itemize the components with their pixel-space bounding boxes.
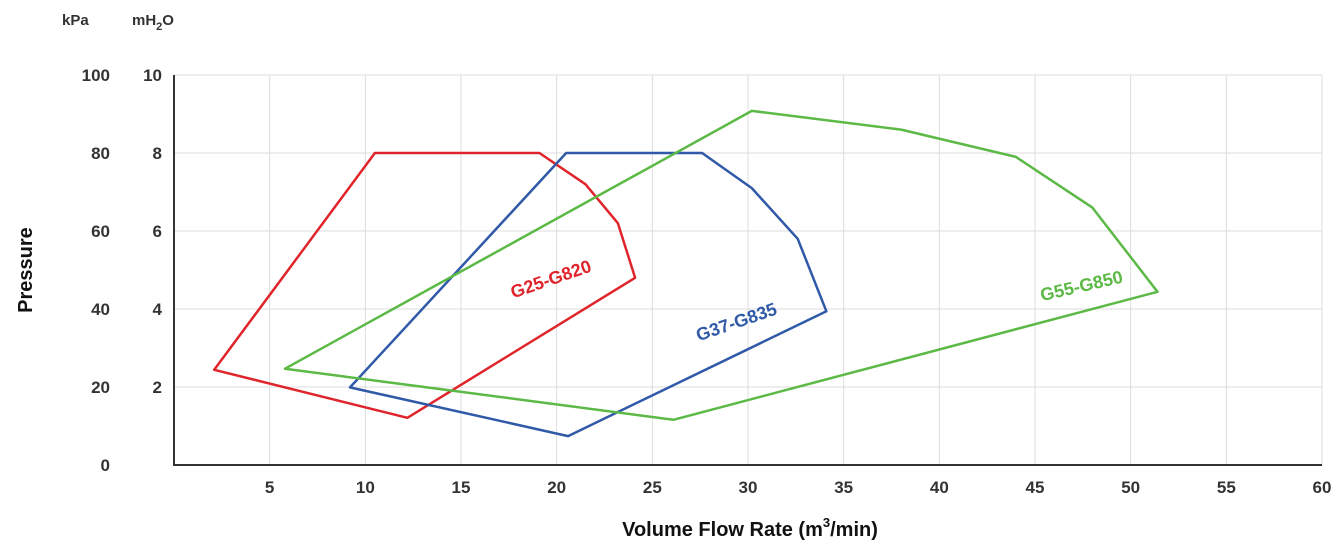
y-tick-label-kpa: 40: [91, 300, 110, 319]
y-tick-label-kpa: 100: [82, 66, 110, 85]
y-tick-label-mh2o: 10: [143, 66, 162, 85]
y-tick-label-kpa: 60: [91, 222, 110, 241]
y-tick-label-mh2o: 4: [153, 300, 163, 319]
y-tick-label-mh2o: 6: [153, 222, 162, 241]
series-layer: [212, 109, 1159, 438]
series-label: G25-G820: [508, 256, 594, 302]
series-outline: [348, 151, 828, 438]
series-outline: [283, 109, 1159, 422]
y-tick-label-mh2o: 8: [153, 144, 162, 163]
y-axis-title: Pressure: [15, 227, 37, 313]
series-label: G37-G835: [693, 299, 779, 345]
x-tick-label: 50: [1121, 478, 1140, 497]
x-tick-label: 55: [1217, 478, 1236, 497]
x-axis-title: Volume Flow Rate (m3/min): [622, 515, 878, 541]
y-tick-label-kpa: 0: [101, 456, 110, 475]
x-tick-label: 5: [265, 478, 274, 497]
x-tick-label: 35: [834, 478, 853, 497]
series-label: G55-G850: [1038, 267, 1124, 305]
y-unit-kpa: kPa: [62, 12, 89, 29]
y-tick-label-kpa: 80: [91, 144, 110, 163]
x-tick-label: 20: [547, 478, 566, 497]
x-tick-label: 60: [1313, 478, 1332, 497]
grid-layer: [174, 74, 1323, 465]
x-tick-label: 25: [643, 478, 662, 497]
x-tick-label: 40: [930, 478, 949, 497]
x-tick-label: 45: [1026, 478, 1045, 497]
labels-layer: G25-G820 G37-G835 G55-G850: [508, 256, 1125, 345]
series-outline: [212, 151, 637, 420]
axes-layer: 5 10 15 20 25 30 35 40 45 50 55 60 0 20 2 40 4 60 6 80 8 100 1…: [82, 66, 1332, 497]
x-tick-label: 10: [356, 478, 375, 497]
y-tick-label-kpa: 20: [91, 378, 110, 397]
x-tick-label: 15: [452, 478, 471, 497]
y-unit-mh2o: mH2O: [132, 12, 174, 33]
x-tick-label: 30: [739, 478, 758, 497]
y-tick-label-mh2o: 2: [153, 378, 162, 397]
